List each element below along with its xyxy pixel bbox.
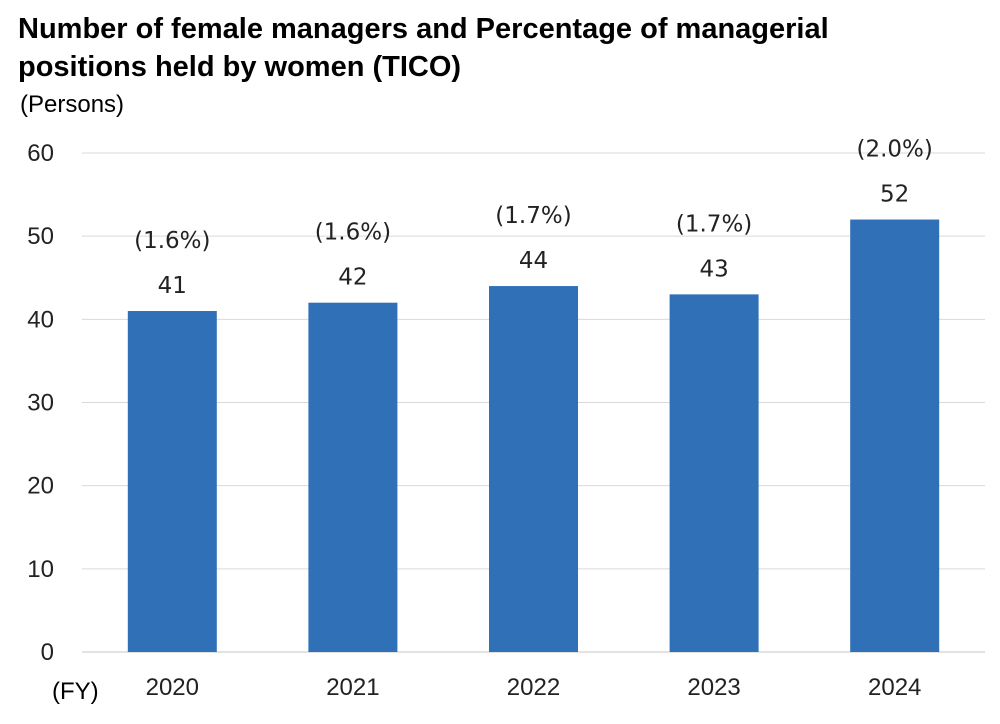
y-tick-label: 60 <box>27 140 54 167</box>
y-tick-label: 30 <box>27 390 54 417</box>
y-tick-label: 0 <box>41 639 54 666</box>
y-tick-label: 20 <box>27 473 54 500</box>
bar <box>127 311 217 652</box>
y-tick-label: 40 <box>27 306 54 333</box>
data-label: 42 <box>338 265 367 291</box>
y-tick-label: 10 <box>27 556 54 583</box>
percent-label: (2.0%) <box>857 137 933 163</box>
percent-label: (1.7%) <box>676 211 752 237</box>
bar <box>669 294 759 652</box>
data-label: 52 <box>880 182 909 208</box>
chart-title: Number of female managers and Percentage… <box>18 13 829 83</box>
x-axis-label: (FY) <box>52 678 99 705</box>
x-tick-label: 2021 <box>326 674 379 701</box>
bar <box>489 286 578 652</box>
data-label: 41 <box>158 273 187 299</box>
x-tick-label: 2024 <box>868 674 921 701</box>
bar <box>308 302 398 652</box>
x-tick-label: 2022 <box>507 674 560 701</box>
y-tick-label: 50 <box>27 223 54 250</box>
x-tick-label: 2023 <box>687 674 740 701</box>
data-label: 44 <box>519 248 548 274</box>
y-axis-label: (Persons) <box>20 91 125 118</box>
data-label: 43 <box>699 256 728 282</box>
bar <box>850 219 940 653</box>
x-tick-label: 2020 <box>146 674 199 701</box>
percent-label: (1.6%) <box>134 228 210 254</box>
percent-label: (1.6%) <box>315 220 391 246</box>
percent-label: (1.7%) <box>495 203 571 229</box>
